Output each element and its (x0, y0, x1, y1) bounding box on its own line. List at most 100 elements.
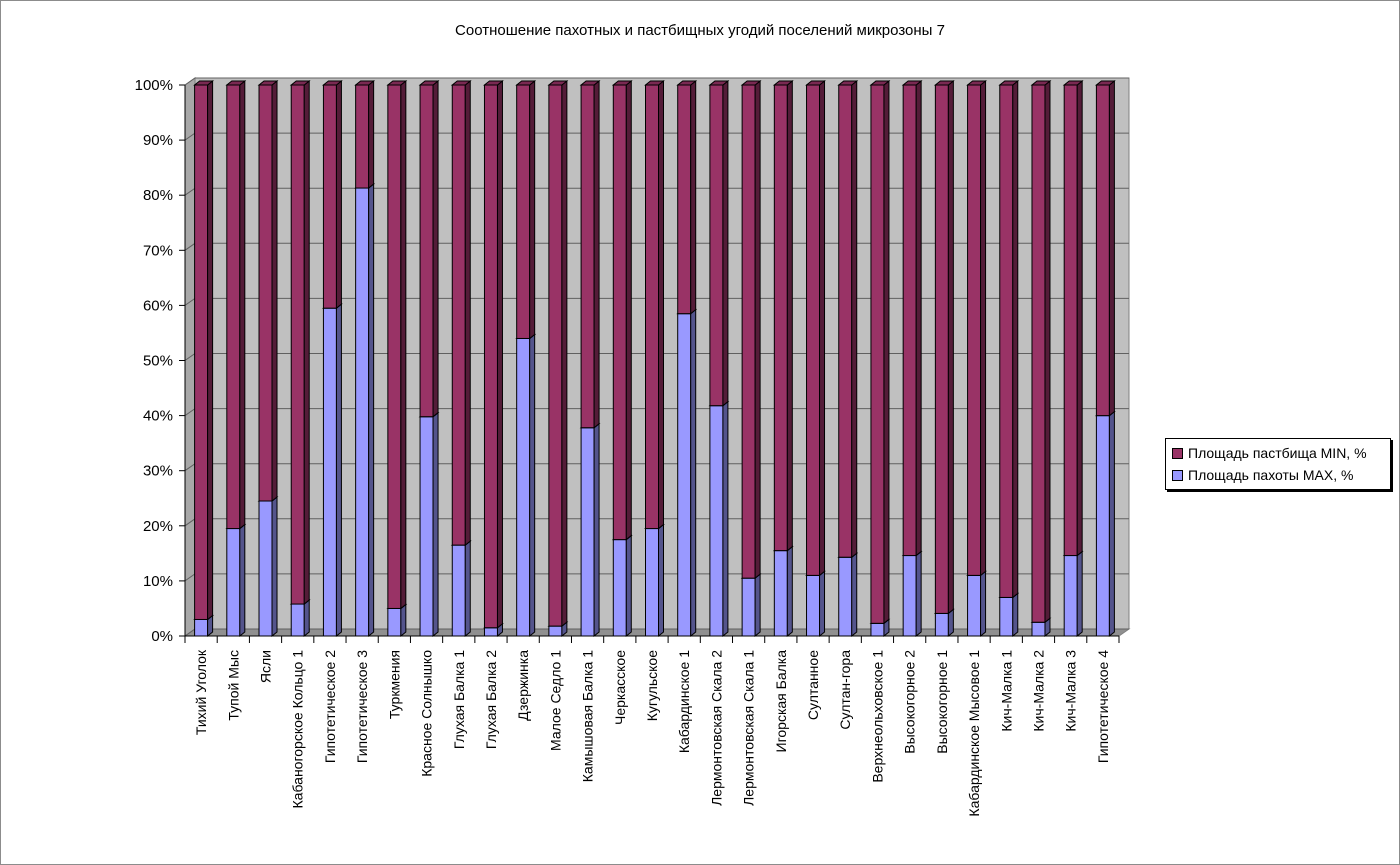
bar-top (901, 80, 923, 86)
bar-arable-19 (805, 570, 826, 638)
bar-top (547, 80, 569, 86)
bar-arable-2 (257, 495, 279, 638)
bar-pasture-26 (1030, 79, 1052, 624)
bar-top (708, 80, 730, 86)
bar-side (271, 495, 278, 638)
bar-side (947, 79, 954, 615)
bar-arable-16 (708, 400, 730, 638)
bar-top (772, 80, 794, 86)
bar-side (561, 79, 568, 628)
bar-arable-3 (289, 599, 311, 638)
bar-side (980, 79, 987, 577)
bar-side (819, 570, 826, 638)
x-tick-label: Гипотетическое 3 (354, 650, 370, 763)
bar-front (645, 84, 659, 530)
bar-side (335, 303, 342, 638)
bar-pasture-4 (322, 79, 343, 310)
bar-side (1108, 410, 1115, 638)
bar-top (289, 80, 311, 86)
bar-front (934, 612, 949, 637)
bar-front (290, 603, 305, 637)
bar-top (644, 80, 665, 86)
x-tick-label: Игорская Балка (773, 650, 789, 753)
bar-side (271, 79, 278, 503)
bar-pasture-21 (869, 79, 891, 625)
legend-item-arable: Площадь пахоты MAX, % (1172, 466, 1353, 484)
bar-front (419, 84, 434, 418)
bar-pasture-0 (193, 79, 215, 621)
bar-arable-6 (386, 603, 408, 638)
bar-front (902, 84, 917, 557)
bar-pasture-12 (579, 79, 601, 429)
bar-front (870, 84, 885, 624)
bar-front (1063, 84, 1078, 557)
bar-side (1044, 79, 1051, 624)
bar-front (741, 84, 756, 579)
bar-pasture-25 (998, 79, 1020, 599)
bar-front (483, 84, 498, 629)
bar-top (515, 80, 537, 86)
bar-arable-13 (611, 534, 633, 638)
bar-side (754, 573, 761, 638)
bar-front (226, 84, 241, 530)
bar-arable-15 (676, 308, 698, 638)
bar-front (934, 84, 949, 614)
bar-front (870, 622, 885, 637)
x-tick-label: Султан-гора (837, 650, 853, 730)
bar-pasture-6 (386, 79, 408, 610)
bar-front (1095, 415, 1110, 637)
bar-side (980, 570, 987, 638)
bar-top (225, 80, 247, 86)
bar-pasture-13 (611, 79, 633, 541)
x-axis: Тихий Уголок Тупой Мыс Ясли Кабаногорское К… (184, 635, 1120, 817)
bar-pasture-1 (225, 79, 247, 530)
bar-side (754, 79, 761, 580)
bar-front (451, 544, 466, 637)
bar-top (933, 80, 955, 86)
y-tick-label: 30% (143, 463, 173, 480)
bar-front (483, 627, 498, 637)
bar-pasture-10 (515, 79, 537, 340)
bar-arable-17 (740, 573, 762, 638)
bar-pasture-7 (418, 79, 440, 418)
bar-pasture-16 (708, 79, 730, 407)
bar-front (387, 607, 402, 637)
bar-arable-4 (322, 303, 343, 638)
bar-pasture-15 (676, 79, 698, 315)
y-tick-label: 10% (143, 573, 173, 590)
bar-top (740, 80, 762, 86)
y-tick-label: 0% (151, 628, 173, 645)
bar-side (593, 79, 600, 429)
bar-side (851, 552, 858, 638)
x-tick-label: Глухая Балка 1 (451, 650, 467, 749)
bar-front (194, 84, 209, 620)
bar-side (658, 523, 664, 638)
bar-side (239, 523, 246, 638)
x-tick-label: Кич-Малка 3 (1063, 650, 1079, 732)
bar-side (400, 603, 407, 638)
y-tick-label: 80% (143, 187, 173, 204)
bar-top (611, 80, 633, 86)
bar-front (709, 84, 724, 407)
x-tick-label: Малое Седло 1 (547, 650, 563, 751)
bar-front (516, 84, 531, 339)
bar-arable-27 (1062, 550, 1084, 638)
legend-swatch-pasture (1172, 447, 1183, 459)
bar-arable-22 (901, 550, 923, 638)
x-tick-label: Тихий Уголок (193, 649, 209, 735)
x-tick-label: Красное Солнышко (419, 650, 435, 777)
bar-side (303, 79, 310, 606)
bar-front (258, 500, 273, 637)
bar-front (806, 84, 821, 576)
bar-pasture-23 (933, 79, 955, 615)
bar-top (1030, 80, 1052, 86)
bar-side (496, 79, 503, 629)
bar-front (677, 84, 692, 315)
x-tick-label: Высокогорное 2 (902, 650, 918, 754)
bar-front (194, 618, 209, 637)
bar-front (1031, 621, 1046, 637)
bar-front (838, 84, 853, 558)
bar-arable-20 (837, 552, 859, 638)
x-tick-label: Гипотетическое 4 (1095, 650, 1111, 763)
bar-side (1012, 79, 1019, 599)
